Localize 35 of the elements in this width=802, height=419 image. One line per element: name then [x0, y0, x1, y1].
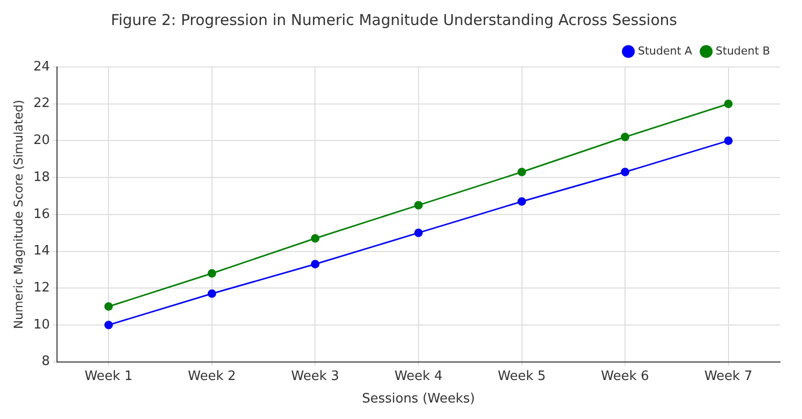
y-axis-title: Numeric Magnitude Score (Simulated) [11, 100, 26, 329]
y-tick-label: 18 [33, 170, 50, 185]
y-tick-label: 10 [33, 317, 50, 332]
x-axis-title: Sessions (Weeks) [362, 392, 475, 407]
point [620, 132, 630, 142]
x-tick-label: Week 1 [84, 368, 133, 384]
y-tick-label: 16 [33, 206, 50, 222]
point [104, 320, 113, 330]
point [104, 302, 113, 311]
legend-label: Student B [716, 44, 770, 58]
point [208, 289, 216, 298]
point [310, 234, 320, 243]
x-tick-label: Week 5 [498, 368, 546, 384]
point [518, 197, 526, 206]
x-tick-label: Week 3 [291, 368, 340, 384]
point [724, 136, 733, 145]
x-tick-label: Week 4 [394, 368, 442, 384]
point [414, 200, 423, 210]
y-tick-label: 14 [33, 244, 50, 259]
point [724, 100, 733, 108]
legend-label: Student A [638, 44, 693, 58]
point [208, 269, 216, 278]
y-tick-label: 22 [33, 96, 50, 112]
x-tick-label: Week 7 [704, 368, 752, 384]
point [310, 260, 320, 268]
point [518, 168, 526, 176]
y-tick-label: 24 [33, 59, 50, 74]
y-tick-label: 8 [42, 354, 50, 370]
x-tick-label: Week 2 [188, 368, 236, 384]
point [620, 168, 630, 176]
chart-title: Figure 2: Progression in Numeric Magnitude Understanding Across Sessions [110, 10, 678, 29]
x-tick-label: Week 6 [601, 368, 650, 384]
y-tick-label: 12 [33, 280, 50, 296]
point [414, 228, 423, 238]
y-tick-label: 20 [33, 133, 50, 148]
